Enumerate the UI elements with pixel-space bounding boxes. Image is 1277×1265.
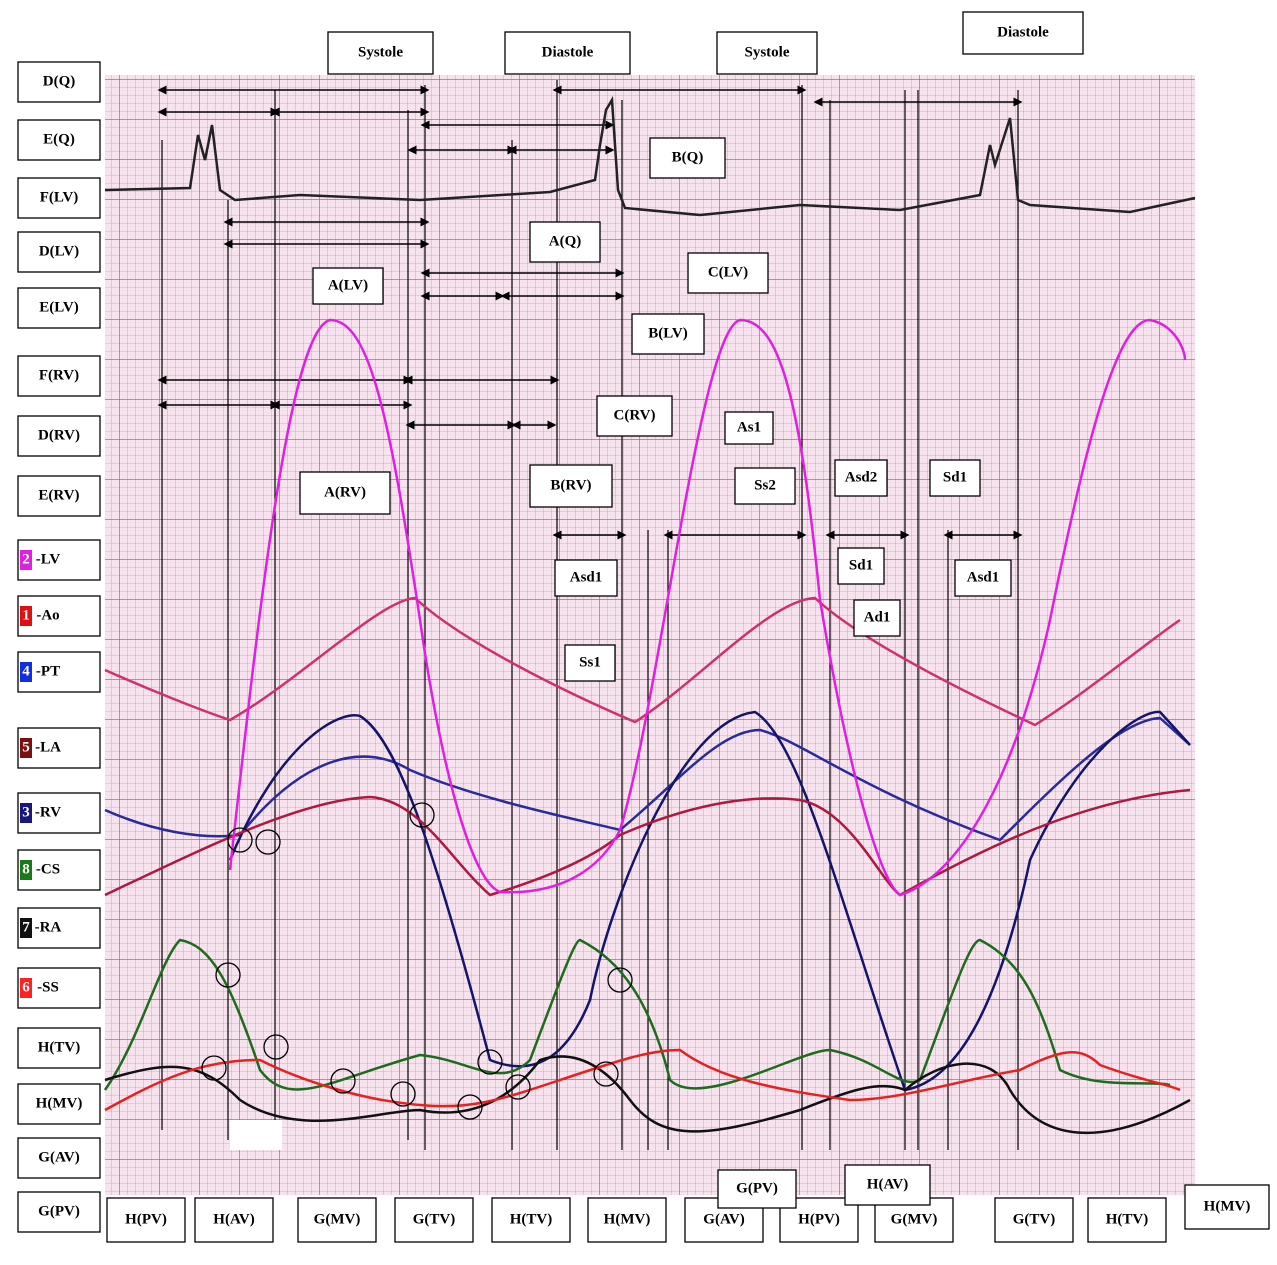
callout: C(RV): [614, 407, 656, 423]
legend-number: 3: [22, 804, 30, 820]
interval-label: F(RV): [39, 367, 79, 383]
interval-label: E(RV): [38, 487, 79, 503]
valve-event-label: H(TV): [1106, 1211, 1149, 1227]
callout: C(LV): [708, 264, 748, 280]
callout: Asd1: [967, 569, 1000, 585]
interval-label: D(LV): [39, 243, 79, 259]
callout: A(Q): [549, 233, 582, 249]
valve-event-label: G(TV): [1013, 1211, 1056, 1227]
callout: Ss2: [754, 477, 776, 493]
valve-label: H(MV): [36, 1095, 83, 1111]
phase-label: Diastole: [542, 44, 594, 60]
legend-number: 8: [22, 861, 30, 877]
callout: A(LV): [328, 277, 368, 293]
legend-label: -RA: [35, 919, 62, 935]
valve-event-label: H(PV): [125, 1211, 167, 1227]
callout: Ad1: [864, 609, 891, 625]
grid: [105, 75, 1195, 1195]
legend-label: -CS: [36, 861, 60, 877]
callout: Sd1: [849, 557, 873, 573]
callout: B(Q): [672, 149, 704, 165]
callout: B(RV): [550, 477, 591, 493]
valve-event-label: H(AV): [213, 1211, 254, 1227]
interval-label: E(LV): [39, 299, 78, 315]
valve-event-label: H(TV): [510, 1211, 553, 1227]
legend-number: 4: [22, 663, 30, 679]
interval-label: D(RV): [38, 427, 80, 443]
valve-event-label: G(TV): [413, 1211, 456, 1227]
phase-label: Systole: [745, 44, 790, 60]
interval-label: E(Q): [43, 131, 75, 147]
diagram: Systole Diastole Systole Diastole D(Q) E(Q) F(…: [0, 0, 1277, 1265]
legend-number: 6: [22, 979, 30, 995]
valve-event-label: H(MV): [604, 1211, 651, 1227]
valve-event-label: G(MV): [314, 1211, 361, 1227]
callout: Asd2: [845, 469, 878, 485]
phase-label: Diastole: [997, 24, 1049, 40]
legend-label: -SS: [37, 979, 59, 995]
valve-label: G(PV): [38, 1203, 80, 1219]
interval-label: F(LV): [40, 189, 79, 205]
legend-label: -Ao: [36, 607, 59, 623]
phase-label: Systole: [358, 44, 403, 60]
legend-label: -PT: [36, 663, 60, 679]
legend-number: 1: [22, 607, 30, 623]
legend-number: 2: [22, 551, 30, 567]
callout: Asd1: [570, 569, 603, 585]
valve-event-label: H(AV): [867, 1176, 908, 1192]
callout: Sd1: [943, 469, 967, 485]
callout: Ss1: [579, 654, 601, 670]
legend-label: -LV: [36, 551, 61, 567]
valve-label: G(AV): [38, 1149, 79, 1165]
legend-label: -LA: [35, 739, 61, 755]
callout: A(RV): [324, 484, 366, 500]
legend-number: 7: [22, 919, 30, 935]
valve-event-label: G(MV): [891, 1211, 938, 1227]
callout: As1: [737, 419, 761, 435]
valve-label: H(TV): [38, 1039, 81, 1055]
valve-event-label: G(PV): [736, 1180, 778, 1196]
valve-event-label: H(PV): [798, 1211, 840, 1227]
interval-label: D(Q): [43, 73, 76, 89]
callout: B(LV): [648, 325, 687, 341]
legend-label: -RV: [35, 804, 61, 820]
valve-event-label: G(AV): [703, 1211, 744, 1227]
valve-event-label: H(MV): [1204, 1198, 1251, 1214]
legend-number: 5: [22, 739, 30, 755]
